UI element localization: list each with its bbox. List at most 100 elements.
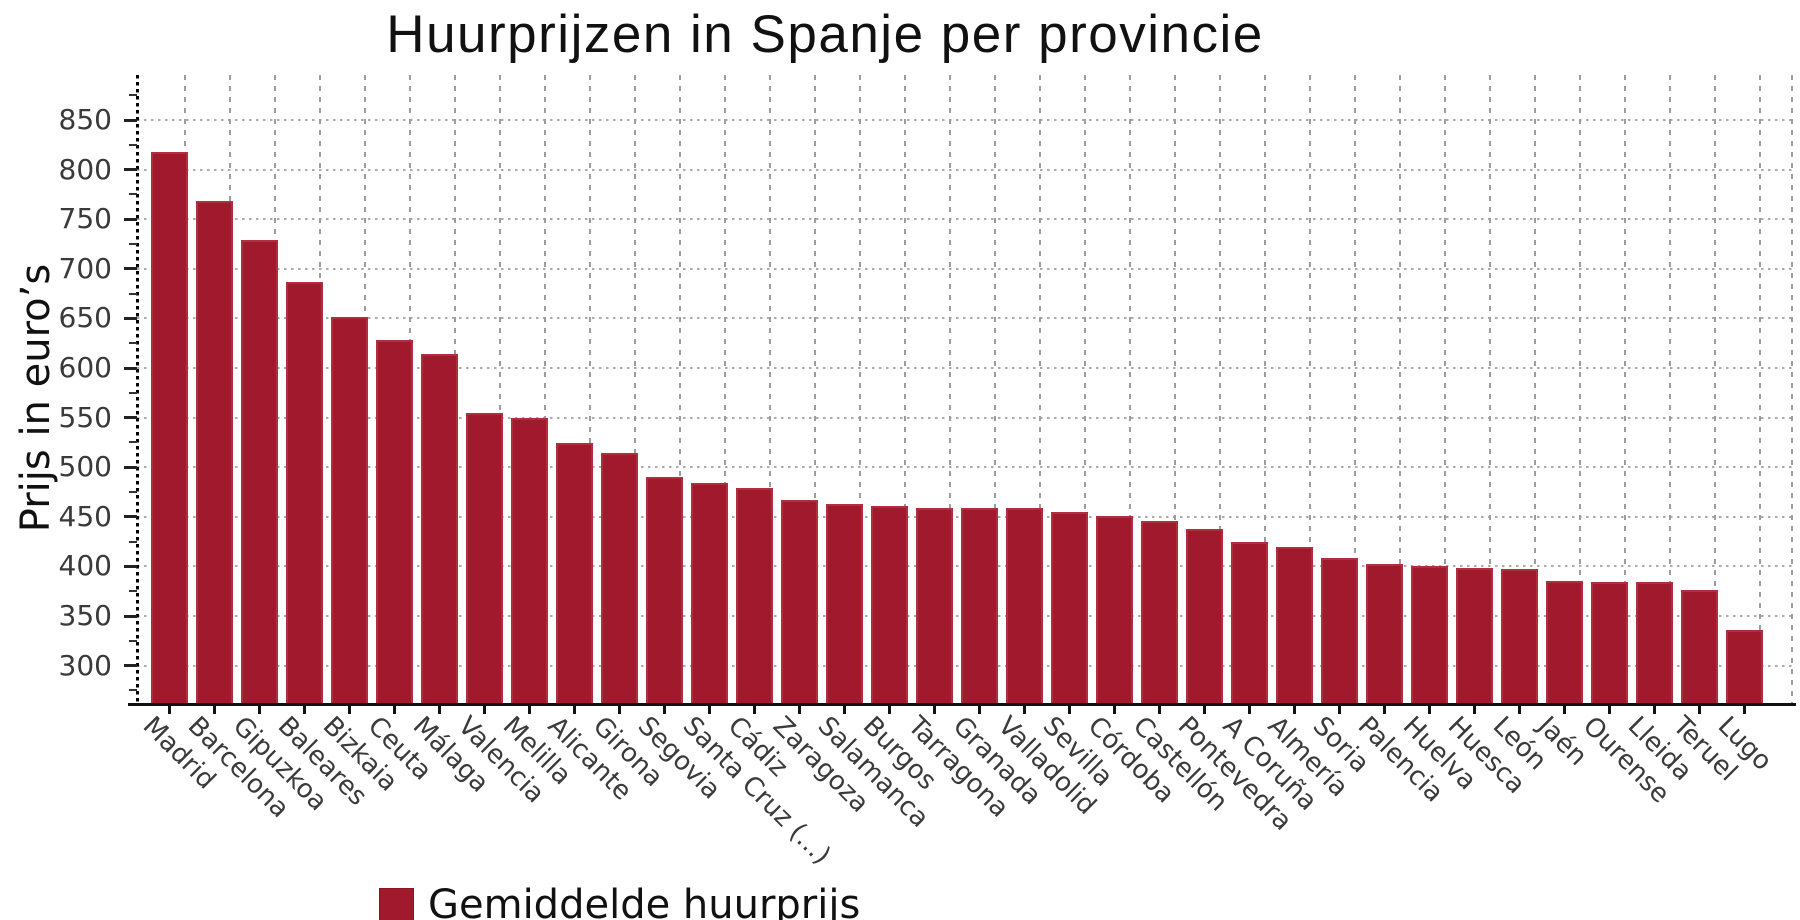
bar-santa-cruz- [691, 483, 728, 705]
x-major-tick [978, 706, 981, 714]
gridline-h [137, 119, 1793, 121]
x-major-tick [1023, 706, 1026, 714]
x-major-tick [573, 706, 576, 714]
bar-girona [601, 453, 638, 705]
x-major-tick [663, 706, 666, 714]
x-major-tick [1068, 706, 1071, 714]
x-major-tick [1248, 706, 1251, 714]
bar-ceuta [376, 340, 413, 705]
gridline-h [137, 317, 1793, 320]
bar-madrid [151, 151, 188, 705]
x-axis-line [128, 703, 1796, 706]
gridline-v [1668, 75, 1671, 705]
bar-teruel [1681, 590, 1718, 705]
bar-valladolid [1006, 507, 1043, 705]
x-major-tick [1698, 706, 1701, 714]
gridline-v [1533, 75, 1536, 705]
gridline-v [498, 75, 501, 705]
bar-huelva [1411, 566, 1448, 705]
y-tick-label: 750 [58, 202, 112, 236]
y-tick-label: 350 [58, 599, 112, 632]
y-tick-label: 400 [58, 549, 112, 583]
bar-ourense [1591, 582, 1628, 705]
gridline-v [1173, 75, 1176, 705]
x-major-tick [888, 706, 891, 714]
bar-melilla [511, 417, 548, 705]
x-major-tick [303, 706, 306, 714]
bar-huesca [1456, 568, 1493, 705]
bar-zaragoza [781, 499, 818, 705]
gridline-h [137, 218, 1793, 221]
y-major-tick [124, 168, 137, 172]
gridline-v [1038, 75, 1041, 705]
x-major-tick [753, 706, 756, 714]
gridline-v [1488, 75, 1491, 705]
x-major-tick [843, 706, 846, 714]
x-major-tick [438, 706, 441, 714]
gridline-v [633, 75, 636, 705]
bar-castell-n [1141, 520, 1178, 705]
y-tick-label: 700 [58, 251, 112, 285]
gridline-h [137, 267, 1793, 270]
y-major-tick [124, 267, 137, 271]
bar-salamanca [826, 503, 863, 705]
y-tick-label: 850 [58, 103, 112, 136]
bar-valencia [466, 412, 503, 705]
y-major-tick [124, 316, 137, 320]
y-minor-tick [129, 540, 137, 543]
x-major-tick [1563, 706, 1566, 714]
gridline-h [137, 168, 1793, 171]
gridline-v [543, 75, 546, 705]
x-major-tick [1473, 706, 1476, 714]
y-minor-tick [129, 94, 137, 97]
y-tick-label: 500 [58, 450, 112, 484]
gridline-v [1308, 75, 1311, 705]
x-major-tick [213, 706, 216, 714]
y-major-tick [124, 564, 137, 568]
gridline-v [1398, 75, 1401, 705]
gridline-h [137, 367, 1793, 369]
bar-granada [961, 507, 998, 705]
gridline-v [1578, 75, 1581, 705]
y-minor-tick [129, 441, 137, 444]
y-minor-tick [129, 342, 137, 345]
x-major-tick [168, 706, 171, 714]
bar-barcelona [196, 201, 233, 705]
x-major-tick [798, 706, 801, 714]
x-major-tick [1293, 706, 1296, 714]
y-minor-tick [129, 292, 137, 295]
plot-area [137, 75, 1793, 705]
gridline-v [1218, 75, 1221, 705]
x-major-tick [258, 706, 261, 714]
y-minor-tick [129, 243, 137, 245]
bar-gipuzkoa [241, 240, 278, 705]
right-spine [1791, 75, 1793, 705]
bar-le-n [1501, 569, 1538, 705]
x-major-tick [1428, 706, 1431, 714]
y-tick-label: 800 [58, 152, 112, 186]
bar-lugo [1726, 629, 1763, 705]
x-major-tick [483, 706, 486, 714]
y-axis-spine [136, 75, 139, 705]
y-major-tick [124, 416, 137, 420]
gridline-v [813, 75, 816, 705]
legend-swatch [379, 887, 414, 920]
bar-m-laga [421, 354, 458, 705]
bar-palencia [1366, 564, 1403, 705]
y-minor-tick [129, 391, 137, 394]
y-major-tick [124, 465, 137, 469]
gridline-v [1443, 75, 1446, 705]
gridline-h [137, 466, 1793, 469]
gridline-v [1128, 75, 1131, 705]
x-major-tick [1608, 706, 1611, 714]
gridline-v [903, 75, 906, 705]
gridline-v [678, 75, 681, 705]
gridline-v [1623, 75, 1626, 705]
x-major-tick [1743, 706, 1746, 714]
gridline-v [1263, 75, 1266, 705]
x-major-tick [1653, 706, 1656, 714]
x-major-tick [1383, 706, 1386, 714]
bar-pontevedra [1186, 528, 1223, 705]
bar-lleida [1636, 582, 1673, 705]
y-minor-tick [129, 590, 137, 593]
